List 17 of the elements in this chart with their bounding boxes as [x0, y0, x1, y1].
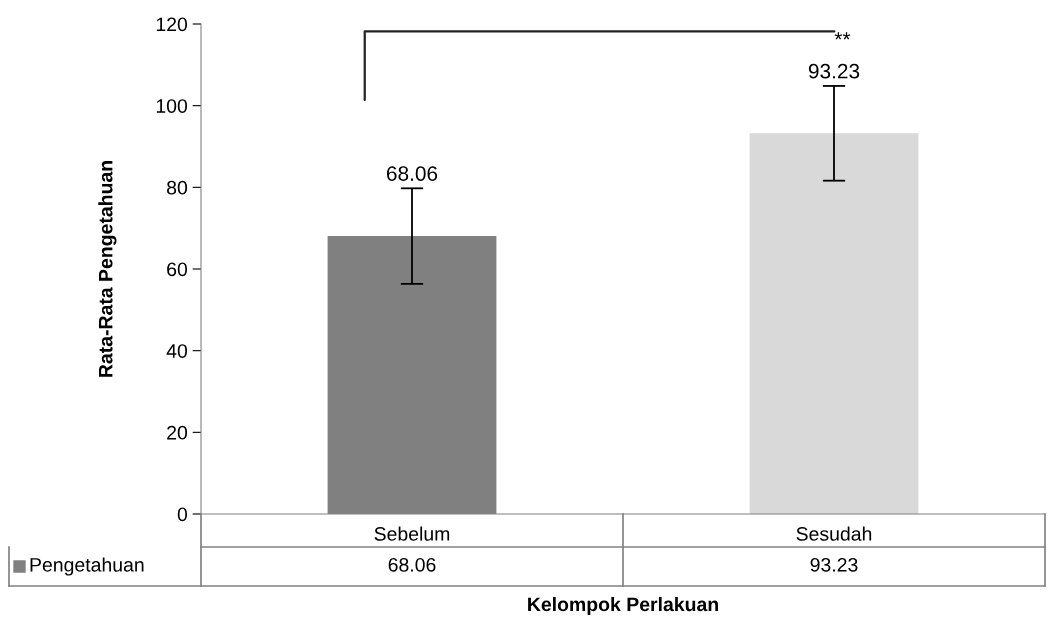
- annotation: **: [834, 32, 851, 40]
- y-tick-label: 40: [166, 344, 188, 358]
- data-label: 93.23: [808, 63, 860, 79]
- x-tick-label: Sebelum: [374, 526, 450, 541]
- y-tick-label: 0: [177, 507, 188, 522]
- y-tick-label: 20: [167, 425, 188, 440]
- x-tick-label: Sesudah: [796, 526, 872, 541]
- legend-label: Pengetahuan: [30, 557, 144, 576]
- y-axis-title: Rata-Rata Pengetahuan: [98, 161, 117, 377]
- text: 68.06: [388, 557, 436, 572]
- y-tick-label: 100: [156, 99, 188, 113]
- data-label: 68.06: [386, 166, 438, 181]
- y-tick-label: 80: [167, 180, 188, 195]
- x-axis-title: Kelompok Perlakuan: [528, 596, 718, 616]
- y-tick-label: 60: [167, 262, 188, 277]
- text: 93.23: [810, 557, 858, 572]
- y-tick-label: 120: [156, 17, 188, 32]
